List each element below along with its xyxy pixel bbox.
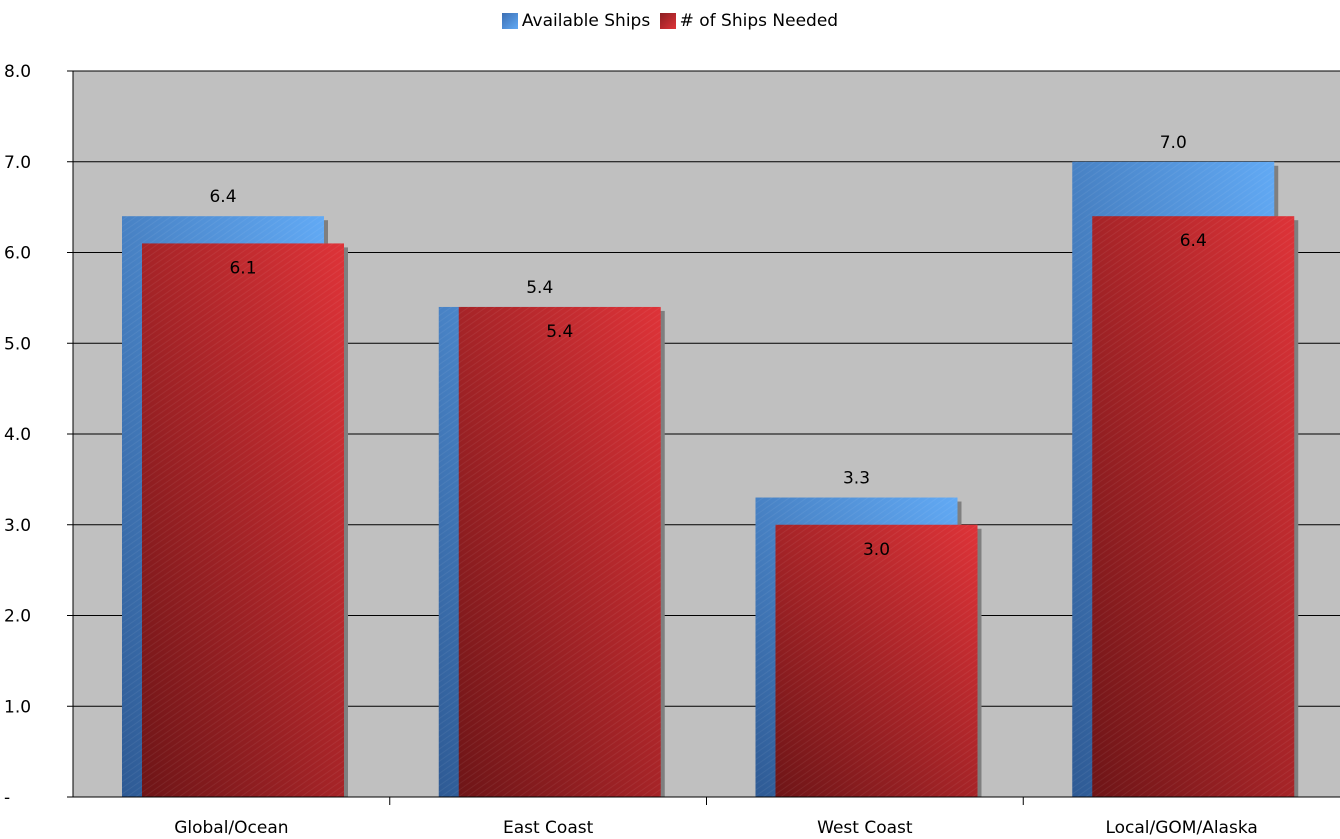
y-tick-label: 6.0 — [4, 244, 31, 264]
bars — [122, 161, 1299, 798]
legend-label-ships-needed: # of Ships Needed — [679, 11, 839, 31]
y-tick-label: 2.0 — [4, 607, 31, 627]
legend-label-available-ships: Available Ships — [521, 11, 651, 31]
y-tick-label: 4.0 — [4, 425, 31, 445]
data-label-of-ships-needed-west-coast: 3.0 — [863, 540, 890, 560]
data-label-of-ships-needed-global-ocean: 6.1 — [229, 258, 256, 278]
data-label-available-ships-west-coast: 3.3 — [843, 469, 870, 489]
bar-of-ships-needed-east-coast-texture — [458, 306, 661, 797]
data-label-available-ships-east-coast: 5.4 — [526, 278, 553, 298]
x-tick-label-global-ocean: Global/Ocean — [174, 818, 288, 838]
bar-of-ships-needed-west-coast-texture — [775, 524, 978, 797]
y-tick-label: - — [4, 788, 10, 808]
x-tick-label-west-coast: West Coast — [817, 818, 913, 838]
y-tick-label: 1.0 — [4, 697, 31, 717]
legend-item-available-ships: Available Ships — [501, 8, 651, 34]
axes: - 1.0 2.0 3.0 4.0 5.0 6.0 7.0 8.0 Global/Ocean Eas… — [4, 62, 1340, 838]
y-tick-label: 7.0 — [4, 153, 31, 173]
legend-item-ships-needed: # of Ships Needed — [659, 8, 839, 34]
x-tick-label-local-gom-alaska: Local/GOM/Alaska — [1105, 818, 1257, 838]
legend-swatch-ships-needed — [659, 13, 676, 29]
data-label-available-ships-global-ocean: 6.4 — [209, 187, 236, 207]
x-tick-label-east-coast: East Coast — [503, 818, 594, 838]
y-tick-label: 5.0 — [4, 334, 31, 354]
data-label-of-ships-needed-local-gom-alaska: 6.4 — [1180, 231, 1207, 251]
bar-of-ships-needed-local-gom-alaska-texture — [1092, 216, 1295, 797]
legend-swatch-available-ships — [501, 13, 518, 29]
bar-of-ships-needed-global-ocean-texture — [142, 243, 344, 798]
data-label-of-ships-needed-east-coast: 5.4 — [546, 322, 573, 342]
data-labels: 6.4 6.1 5.4 5.4 3.3 3.0 7.0 6.4 — [209, 133, 1206, 560]
chart-legend: Available Ships # of Ships Needed — [0, 8, 1340, 37]
y-tick-label: 3.0 — [4, 516, 31, 536]
data-label-available-ships-local-gom-alaska: 7.0 — [1160, 133, 1187, 153]
y-tick-label: 8.0 — [4, 62, 31, 82]
